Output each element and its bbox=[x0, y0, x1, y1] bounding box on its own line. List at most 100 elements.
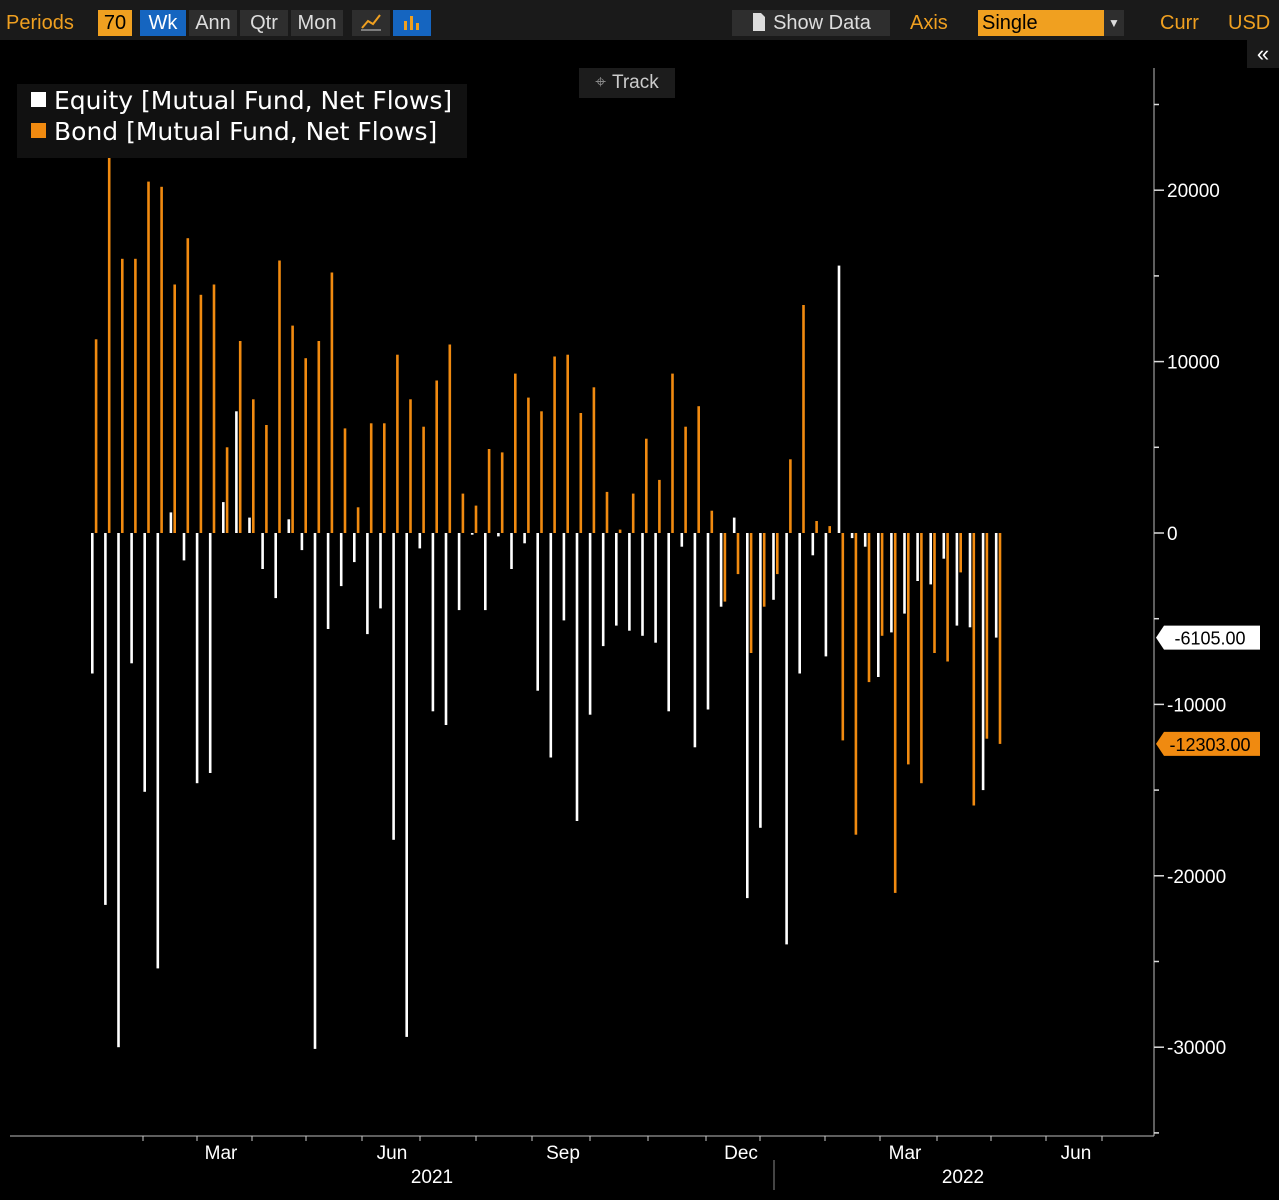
bond-bar bbox=[173, 284, 176, 533]
currency-value[interactable]: USD bbox=[1228, 12, 1271, 34]
equity-bar bbox=[811, 533, 815, 556]
bond-bar bbox=[356, 507, 360, 533]
axis-select[interactable]: Single bbox=[978, 10, 1104, 36]
equity-bar bbox=[431, 533, 435, 712]
bar-chart-icon[interactable] bbox=[393, 10, 431, 36]
bond-bar bbox=[841, 533, 845, 741]
equity-bar bbox=[536, 533, 539, 691]
equity-bar bbox=[575, 533, 579, 821]
bond-bar bbox=[487, 449, 491, 533]
bond-bar bbox=[514, 373, 517, 533]
equity-bar bbox=[601, 533, 605, 647]
bond-bar bbox=[540, 411, 543, 533]
equity-bar bbox=[326, 533, 330, 629]
bond-bar bbox=[278, 260, 281, 533]
last-value-equity: -6105.00 bbox=[1174, 629, 1245, 649]
x-month-label: Jun bbox=[377, 1143, 408, 1164]
periods-input[interactable]: 70 bbox=[98, 10, 132, 36]
equity-bar bbox=[379, 533, 382, 609]
bond-bar bbox=[867, 533, 871, 683]
chevron-down-icon[interactable]: ▼ bbox=[1104, 10, 1124, 36]
equity-bar bbox=[588, 533, 592, 715]
y-tick-label: -10000 bbox=[1167, 695, 1226, 716]
bond-bar bbox=[186, 238, 190, 533]
bond-bar bbox=[749, 533, 753, 653]
equity-bar bbox=[916, 533, 919, 581]
equity-bar bbox=[274, 533, 277, 599]
bond-bar bbox=[815, 521, 818, 533]
equity-bar bbox=[719, 533, 723, 607]
equity-bar bbox=[484, 533, 487, 611]
equity-bar bbox=[222, 502, 225, 533]
bond-bar bbox=[330, 272, 334, 533]
document-icon bbox=[753, 13, 766, 31]
equity-bar bbox=[667, 533, 670, 712]
bond-bar bbox=[671, 373, 674, 533]
monthly-button[interactable]: Mon bbox=[291, 10, 343, 36]
bond-bar bbox=[212, 284, 216, 533]
equity-bar bbox=[208, 533, 212, 773]
bond-bar bbox=[304, 358, 307, 533]
equity-bar bbox=[746, 533, 749, 899]
equity-bar bbox=[195, 533, 199, 784]
bond-bar bbox=[776, 533, 779, 575]
line-chart-icon[interactable] bbox=[352, 10, 390, 36]
equity-bar bbox=[798, 533, 801, 674]
x-month-label: Jun bbox=[1061, 1143, 1092, 1164]
equity-bar bbox=[91, 533, 94, 674]
bond-bar bbox=[946, 533, 949, 662]
crosshair-icon: ⌖ bbox=[595, 72, 606, 93]
equity-bar bbox=[877, 533, 880, 677]
y-tick-label: 0 bbox=[1167, 524, 1178, 545]
equity-bar bbox=[628, 533, 631, 631]
bond-bar bbox=[802, 305, 805, 533]
y-tick-label: -20000 bbox=[1167, 867, 1226, 888]
bond-bar bbox=[789, 459, 792, 533]
equity-bar bbox=[457, 533, 461, 611]
bond-bar bbox=[828, 526, 831, 533]
track-button[interactable]: ⌖ Track bbox=[579, 68, 675, 98]
bond-bar bbox=[317, 341, 321, 533]
quarterly-button[interactable]: Qtr bbox=[240, 10, 288, 36]
bond-bar bbox=[553, 356, 556, 533]
bond-bar bbox=[684, 426, 687, 533]
last-value-bond-bg bbox=[1156, 731, 1260, 756]
bond-bar bbox=[658, 479, 661, 533]
equity-bar bbox=[366, 533, 369, 635]
equity-bar bbox=[929, 533, 932, 585]
bond-bar bbox=[121, 258, 124, 533]
bond-bar bbox=[134, 258, 137, 533]
periods-label: Periods bbox=[6, 12, 74, 34]
bond-bar bbox=[383, 423, 386, 533]
legend-label-equity: Equity [Mutual Fund, Net Flows] bbox=[54, 86, 453, 115]
equity-bar bbox=[392, 533, 395, 840]
equity-bar bbox=[300, 533, 304, 551]
equity-bar bbox=[994, 533, 998, 638]
annual-button[interactable]: Ann bbox=[189, 10, 237, 36]
bond-bar bbox=[435, 380, 438, 533]
equity-bar bbox=[130, 533, 133, 664]
bond-bar bbox=[448, 344, 452, 533]
bond-bar bbox=[422, 426, 425, 533]
collapse-panel-button[interactable]: « bbox=[1247, 40, 1279, 68]
bond-bar bbox=[474, 505, 478, 533]
equity-bar bbox=[654, 533, 657, 643]
equity-bar bbox=[955, 533, 959, 626]
bond-bar bbox=[225, 447, 229, 533]
bond-bar bbox=[160, 186, 163, 534]
y-tick-label: -30000 bbox=[1167, 1038, 1226, 1059]
equity-bar bbox=[562, 533, 566, 621]
bond-bar bbox=[291, 325, 294, 533]
equity-bar bbox=[143, 533, 146, 792]
equity-bar bbox=[863, 533, 867, 547]
bond-bar bbox=[592, 387, 596, 533]
equity-bar bbox=[313, 533, 317, 1049]
show-data-button[interactable]: Show Data bbox=[732, 10, 890, 36]
bond-bar bbox=[369, 423, 373, 533]
equity-bar bbox=[523, 533, 526, 544]
x-year-label: 2021 bbox=[411, 1167, 453, 1188]
x-year-label: 2022 bbox=[942, 1167, 984, 1188]
bond-bar bbox=[605, 491, 609, 533]
weekly-button[interactable]: Wk bbox=[140, 10, 186, 36]
